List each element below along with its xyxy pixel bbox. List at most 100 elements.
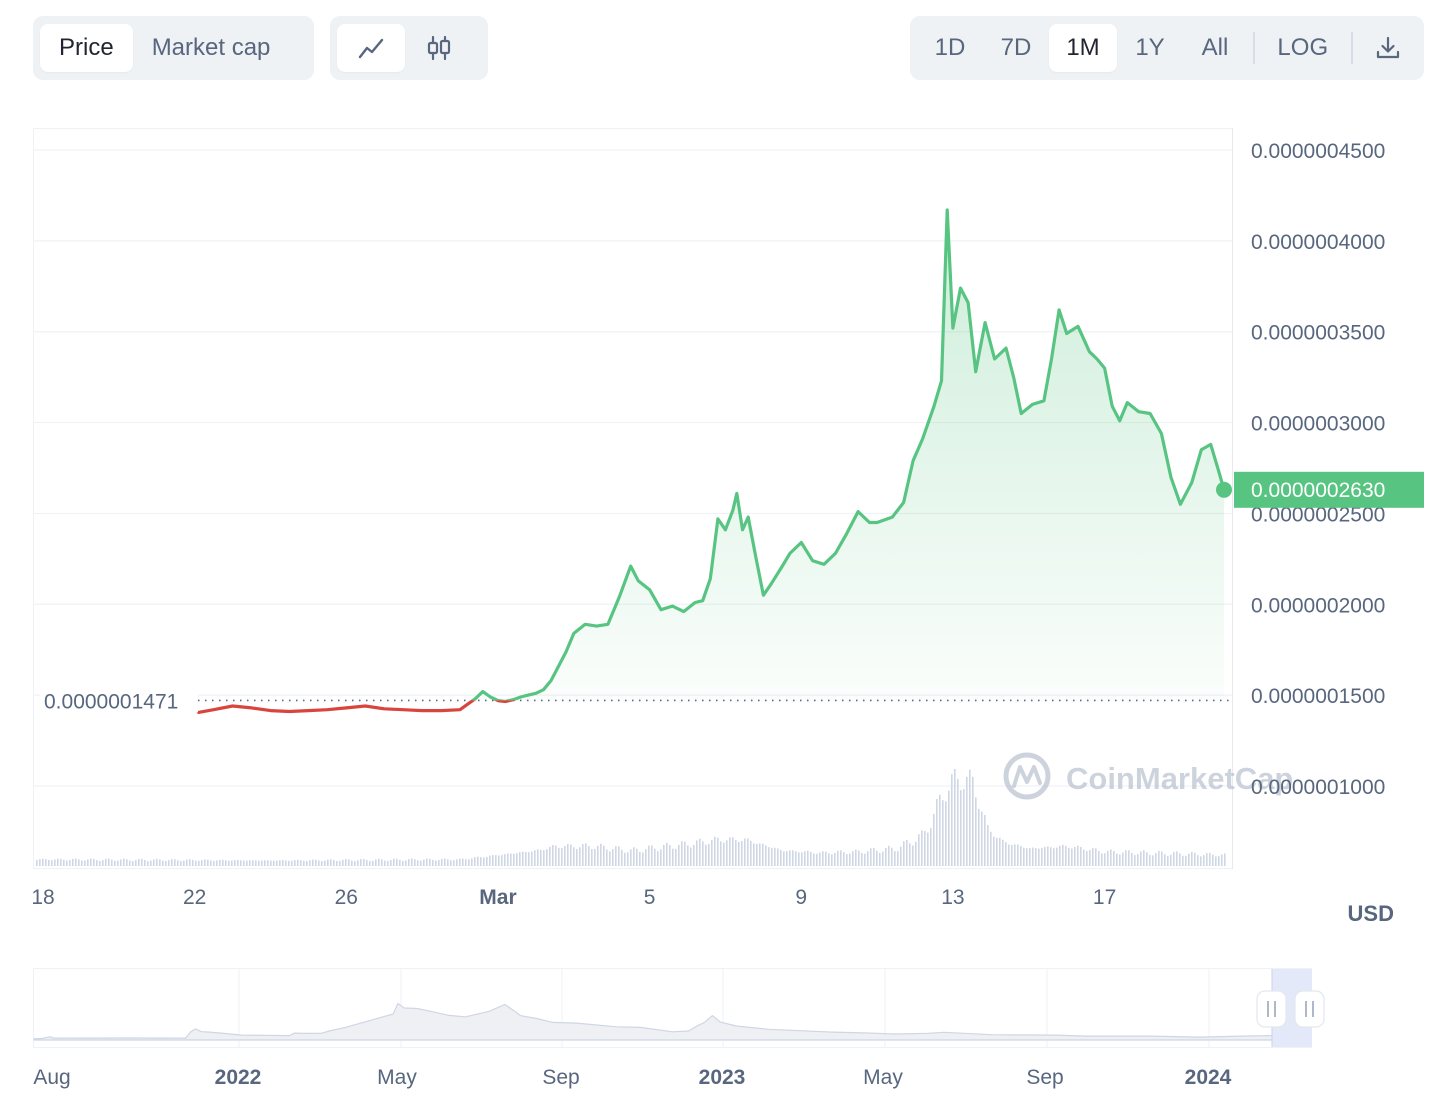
volume-bar: [42, 858, 44, 866]
volume-bar: [105, 858, 107, 866]
tab-1y[interactable]: 1Y: [1135, 34, 1165, 61]
volume-bar: [210, 860, 212, 866]
volume-bar: [1179, 853, 1181, 866]
volume-bar: [885, 847, 887, 866]
navigator-left-handle[interactable]: [1256, 990, 1287, 1028]
tab-market-cap[interactable]: Market cap: [151, 34, 271, 61]
volume-bar: [165, 861, 167, 866]
volume-bar: [438, 860, 440, 866]
volume-bar: [135, 860, 137, 866]
volume-bar: [402, 860, 404, 866]
volume-bar: [519, 852, 521, 866]
tab-all[interactable]: All: [1201, 34, 1229, 61]
volume-bar: [1053, 848, 1055, 866]
tab-price[interactable]: Price: [40, 24, 133, 72]
volume-bar: [207, 859, 209, 866]
volume-bar: [834, 853, 836, 866]
price-marketcap-toggle: Price Market cap: [33, 16, 314, 80]
volume-bar: [375, 859, 377, 866]
volume-bar: [1005, 842, 1007, 866]
volume-bar: [894, 851, 896, 866]
volume-bar: [702, 841, 704, 866]
volume-bar: [744, 838, 746, 866]
navigator-right-handle[interactable]: [1294, 990, 1325, 1028]
candlestick-button[interactable]: [405, 24, 473, 72]
volume-bar: [1176, 851, 1178, 866]
volume-bar: [759, 843, 761, 866]
navigator-label: May: [863, 1066, 903, 1089]
volume-bar: [1008, 844, 1010, 866]
volume-bar: [1011, 845, 1013, 866]
volume-bar: [1068, 847, 1070, 866]
volume-bar: [1185, 855, 1187, 866]
volume-bar: [93, 858, 95, 866]
volume-bar: [1065, 845, 1067, 866]
volume-bar: [987, 825, 989, 866]
volume-bar: [918, 834, 920, 866]
volume-bar: [243, 860, 245, 866]
volume-bar: [657, 851, 659, 866]
volume-bar: [333, 860, 335, 866]
volume-bar: [687, 845, 689, 866]
volume-bar: [585, 843, 587, 866]
volume-bar: [1023, 847, 1025, 866]
volume-bar: [270, 860, 272, 866]
volume-bar: [1077, 845, 1079, 866]
volume-bar: [216, 860, 218, 866]
volume-bar: [666, 842, 668, 866]
x-tick-label: 9: [795, 886, 807, 909]
volume-bar: [795, 851, 797, 866]
x-tick-label: 5: [644, 886, 656, 909]
volume-bar: [996, 837, 998, 866]
volume-bar: [807, 850, 809, 866]
x-tick-label: 17: [1093, 886, 1116, 909]
volume-bar: [1110, 849, 1112, 866]
log-scale-button[interactable]: LOG: [1277, 34, 1329, 61]
volume-bar: [912, 845, 914, 866]
volume-bar: [813, 853, 815, 866]
navigator-label: 2022: [215, 1066, 262, 1089]
volume-bar: [171, 859, 173, 866]
volume-bar: [150, 860, 152, 866]
volume-bar: [213, 860, 215, 866]
volume-bar: [51, 860, 53, 866]
volume-bar: [1209, 852, 1211, 866]
volume-bar: [360, 859, 362, 866]
volume-bar: [1125, 850, 1127, 866]
download-button[interactable]: [1359, 24, 1417, 72]
tab-1m[interactable]: 1M: [1049, 24, 1117, 72]
volume-bar: [1218, 856, 1220, 866]
volume-bar: [303, 860, 305, 866]
volume-bar: [297, 859, 299, 866]
volume-bar: [357, 860, 359, 866]
volume-bar: [456, 859, 458, 866]
volume-bar: [372, 860, 374, 866]
volume-bar: [471, 858, 473, 866]
x-axis-ticks: 18 22 26 Mar 5 9 13 17: [31, 886, 1116, 909]
volume-bar: [621, 849, 623, 866]
volume-bar: [1149, 854, 1151, 866]
volume-bar: [426, 858, 428, 866]
range-navigator[interactable]: Aug 2022 May Sep 2023 May Sep 2024: [33, 968, 1325, 1090]
price-series: [196, 208, 1226, 714]
volume-bar: [1035, 848, 1037, 866]
volume-bar: [909, 843, 911, 866]
tab-7d[interactable]: 7D: [1000, 34, 1032, 61]
volume-bar: [345, 859, 347, 866]
volume-bar: [129, 860, 131, 866]
volume-bar: [123, 858, 125, 866]
volume-bar: [1188, 853, 1190, 866]
volume-bar: [846, 854, 848, 866]
volume-bar: [828, 853, 830, 866]
volume-bar: [645, 849, 647, 866]
volume-bar: [960, 790, 962, 866]
chart-type-toggle: [330, 16, 488, 80]
tab-1d[interactable]: 1D: [934, 34, 966, 61]
volume-bar: [114, 860, 116, 866]
volume-bar: [786, 851, 788, 866]
volume-bar: [339, 860, 341, 866]
volume-bar: [852, 851, 854, 866]
volume-bar: [711, 839, 713, 866]
line-chart-button[interactable]: [337, 24, 405, 72]
volume-bar: [549, 846, 551, 866]
